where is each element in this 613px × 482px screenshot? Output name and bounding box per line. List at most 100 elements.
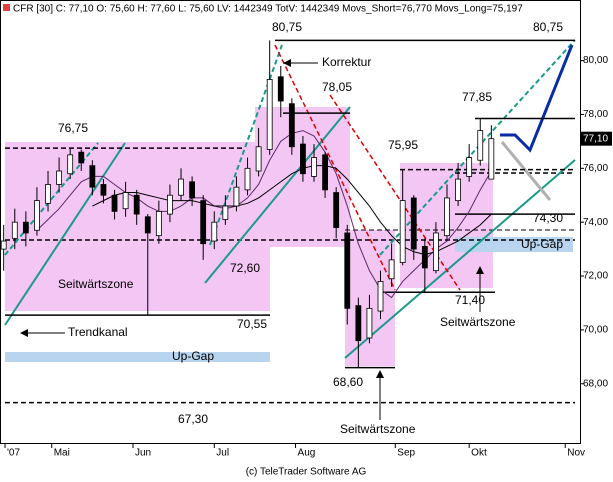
candle-body — [222, 205, 229, 220]
note: Seitwärtszone — [440, 315, 516, 329]
level-label: 76,75 — [58, 121, 88, 135]
x-tick-label: Jul — [216, 448, 229, 459]
note: Up-Gap — [521, 237, 563, 251]
candle-body — [11, 221, 18, 239]
arrow-head — [20, 329, 28, 337]
last-price-box — [581, 131, 612, 146]
level-label: 67,30 — [178, 412, 208, 426]
candle-body — [178, 178, 184, 196]
side-zone — [5, 142, 270, 311]
candle-body — [388, 259, 395, 280]
candle-body — [433, 232, 439, 272]
note: Seitwärtszone — [340, 422, 416, 436]
candle-body — [377, 281, 384, 312]
candle-body — [89, 165, 96, 188]
level-label: 78,05 — [322, 80, 352, 94]
x-tick-label: Sep — [397, 448, 415, 459]
candle-body — [78, 151, 85, 164]
correction-channel — [274, 44, 396, 291]
candle-body — [266, 79, 273, 150]
candle-body — [122, 192, 129, 210]
note: Trendkanal — [68, 325, 128, 339]
candle-body — [399, 200, 406, 263]
candle-body — [277, 76, 284, 102]
candle-body — [333, 192, 340, 228]
arrow-head — [283, 59, 291, 67]
level-label: 74,30 — [533, 211, 563, 225]
candle-body — [444, 197, 450, 237]
candle-body — [189, 181, 196, 199]
arrow-head — [376, 370, 384, 378]
x-tick-label: Mai — [54, 448, 70, 459]
x-tick-label: Jun — [135, 448, 151, 459]
y-tick-label: 80,00 — [583, 55, 608, 66]
candle-body — [322, 154, 328, 191]
x-tick-label: Okt — [471, 448, 487, 459]
y-tick-label: 72,00 — [583, 271, 608, 282]
candle-body — [167, 194, 173, 215]
y-tick-label: 68,00 — [583, 378, 608, 389]
level-label: 71,40 — [455, 293, 485, 307]
level-label: 70,55 — [237, 317, 267, 331]
candle-body — [0, 240, 7, 250]
level-label: 80,75 — [272, 20, 302, 34]
footer: (c) TeleTrader Software AG — [246, 467, 367, 478]
candle-body — [144, 216, 151, 234]
candle-body — [421, 246, 428, 269]
candle-body — [22, 221, 29, 234]
arrow-head — [476, 266, 484, 274]
candle-body — [288, 103, 295, 148]
header: CFR [30] C: 77,10 O: 75,60 H: 77,60 L: 7… — [13, 4, 523, 15]
candle-body — [410, 197, 417, 250]
candle-body — [300, 143, 306, 175]
y-tick-label: 78,00 — [583, 109, 608, 120]
logo — [3, 4, 10, 11]
candle-body — [488, 138, 495, 180]
candle-body — [344, 232, 351, 309]
candles — [0, 40, 495, 368]
level-label: 68,60 — [333, 375, 363, 389]
y-tick-label: 74,00 — [583, 217, 608, 228]
level-label: 72,60 — [230, 261, 260, 275]
level-label: 80,75 — [533, 20, 563, 34]
projection — [500, 141, 552, 201]
candle-body — [56, 170, 63, 185]
moving-average — [36, 130, 492, 299]
side-zone — [345, 230, 395, 366]
candle-body — [311, 157, 317, 177]
note: Up-Gap — [172, 349, 214, 363]
x-tick-label: '07 — [7, 448, 20, 459]
candle-body — [155, 211, 162, 237]
candle-body — [255, 146, 262, 172]
trend-channel — [4, 142, 126, 326]
candle-body — [200, 200, 207, 245]
candle-body — [455, 178, 461, 202]
gap-band — [5, 352, 270, 362]
candle-body — [45, 184, 51, 204]
note: Korrektur — [322, 55, 371, 69]
y-tick-label: 70,00 — [583, 325, 608, 336]
x-tick-label: Nov — [567, 448, 585, 459]
candle-body — [111, 194, 118, 212]
trend-channel — [344, 159, 576, 359]
level-label: 75,95 — [388, 138, 418, 152]
labels: 80,75 80,75 78,05 76,75 77,85 75,95 74,30 72,60… — [58, 20, 563, 436]
projection — [500, 44, 574, 153]
x-tick-label: Aug — [298, 448, 316, 459]
y-tick-label: 76,00 — [583, 163, 608, 174]
candle-body — [366, 307, 373, 339]
note: Seitwärtszone — [58, 277, 134, 291]
candle-body — [244, 167, 251, 191]
candle-body — [477, 130, 484, 161]
candle-body — [233, 186, 240, 207]
candle-body — [34, 200, 40, 231]
candle-body — [355, 305, 362, 342]
candle-body — [133, 194, 140, 215]
candle-body — [67, 154, 74, 175]
trend-channel — [204, 106, 351, 284]
candle-body — [100, 184, 107, 196]
candle-body — [211, 221, 218, 242]
level-label: 77,85 — [462, 90, 492, 104]
last-price-label: 77,10 — [583, 133, 608, 144]
